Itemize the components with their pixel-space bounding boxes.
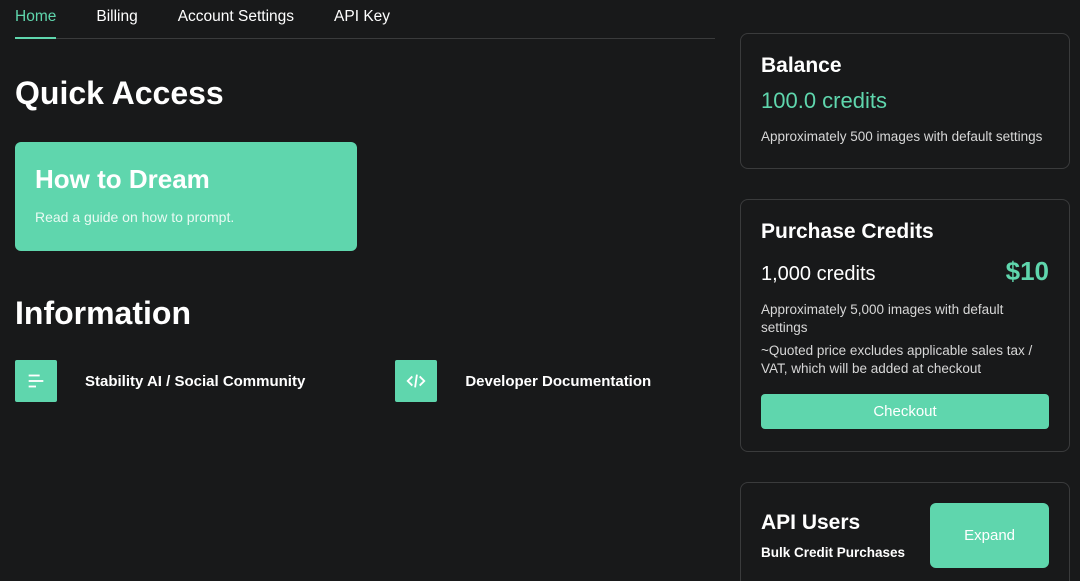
purchase-heading: Purchase Credits bbox=[761, 220, 1049, 244]
api-users-subheading: Bulk Credit Purchases bbox=[761, 545, 905, 560]
quick-access-heading: Quick Access bbox=[15, 75, 715, 112]
info-link-developer-docs[interactable]: Developer Documentation bbox=[395, 360, 651, 402]
info-link-label: Developer Documentation bbox=[465, 373, 651, 390]
tab-account-settings[interactable]: Account Settings bbox=[178, 8, 294, 26]
how-to-dream-title: How to Dream bbox=[35, 164, 337, 195]
how-to-dream-subtitle: Read a guide on how to prompt. bbox=[35, 209, 337, 225]
balance-amount: 100.0 credits bbox=[761, 88, 1049, 114]
tab-api-key[interactable]: API Key bbox=[334, 8, 390, 26]
purchase-price: $10 bbox=[1006, 256, 1049, 287]
purchase-quantity: 1,000 credits bbox=[761, 263, 876, 286]
balance-card: Balance 100.0 credits Approximately 500 … bbox=[740, 33, 1070, 169]
nav-tabs: Home Billing Account Settings API Key bbox=[15, 8, 715, 39]
tab-home[interactable]: Home bbox=[15, 8, 56, 26]
expand-button[interactable]: Expand bbox=[930, 503, 1049, 568]
api-users-card: API Users Bulk Credit Purchases Expand bbox=[740, 482, 1070, 581]
purchase-note-2: ~Quoted price excludes applicable sales … bbox=[761, 342, 1049, 378]
balance-heading: Balance bbox=[761, 54, 1049, 78]
balance-note: Approximately 500 images with default se… bbox=[761, 128, 1049, 146]
api-users-heading: API Users bbox=[761, 511, 905, 535]
purchase-credits-card: Purchase Credits 1,000 credits $10 Appro… bbox=[740, 199, 1070, 452]
purchase-note-1: Approximately 5,000 images with default … bbox=[761, 301, 1049, 337]
text-lines-icon bbox=[15, 360, 57, 402]
info-link-label: Stability AI / Social Community bbox=[85, 373, 305, 390]
how-to-dream-card[interactable]: How to Dream Read a guide on how to prom… bbox=[15, 142, 357, 251]
code-icon bbox=[395, 360, 437, 402]
checkout-button[interactable]: Checkout bbox=[761, 394, 1049, 429]
tab-billing[interactable]: Billing bbox=[96, 8, 137, 26]
information-heading: Information bbox=[15, 295, 715, 332]
info-link-social-community[interactable]: Stability AI / Social Community bbox=[15, 360, 305, 402]
